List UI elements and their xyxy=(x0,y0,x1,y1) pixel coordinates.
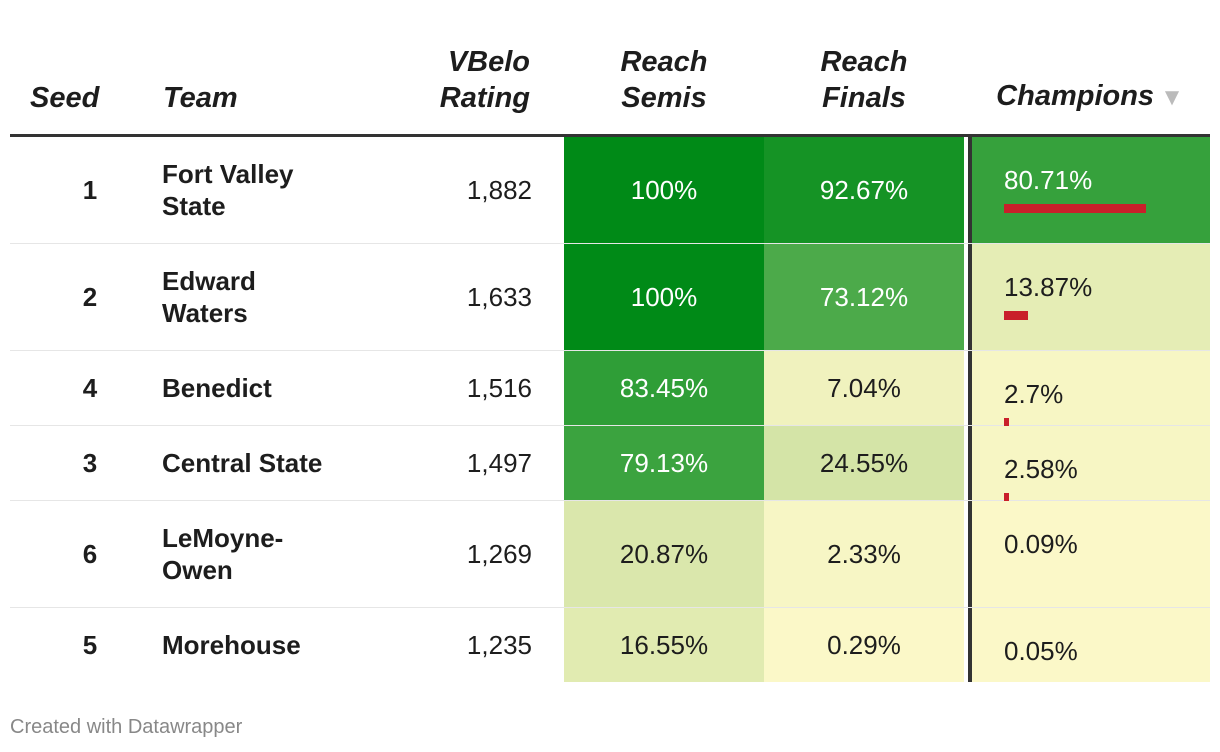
team-name-line2: Waters xyxy=(162,298,248,328)
header-champions[interactable]: Champions ▼ xyxy=(970,78,1210,116)
seed-cell: 2 xyxy=(82,281,98,312)
table-row: 3 Central State 1,497 79.13% 24.55% 2.58% xyxy=(10,426,1210,502)
team-name-line1: Benedict xyxy=(162,373,272,403)
sort-descending-icon[interactable]: ▼ xyxy=(1160,84,1184,111)
champions-value: 0.05% xyxy=(1004,636,1078,666)
reach-finals-cell: 92.67% xyxy=(764,137,964,243)
reach-finals-cell: 0.29% xyxy=(764,608,964,682)
champions-value: 0.09% xyxy=(1004,529,1078,559)
table-row: 2 Edward Waters 1,633 100% 73.12% 13.87% xyxy=(10,244,1210,351)
header-reach-finals[interactable]: Reach Finals xyxy=(764,44,964,116)
team-cell: Edward Waters xyxy=(162,244,382,350)
seed-cell: 6 xyxy=(82,538,98,569)
seed-cell: 5 xyxy=(82,629,98,660)
table-body: 1 Fort Valley State 1,882 100% 92.67% 80.71% 2 E… xyxy=(10,137,1210,682)
reach-semis-cell: 83.45% xyxy=(564,351,764,425)
team-cell: LeMoyne- Owen xyxy=(162,501,382,607)
champions-cell: 13.87% xyxy=(968,244,1210,350)
seed-cell: 4 xyxy=(82,372,98,403)
header-champions-label: Champions xyxy=(996,80,1155,112)
reach-finals-cell: 7.04% xyxy=(764,351,964,425)
team-name-line1: Morehouse xyxy=(162,630,301,660)
team-cell: Fort Valley State xyxy=(162,137,382,243)
team-name-line1: Fort Valley xyxy=(162,159,294,189)
header-rating-line2: Rating xyxy=(439,82,530,114)
champions-bar xyxy=(1004,493,1009,502)
champions-cell: 0.05% xyxy=(968,608,1210,682)
header-vbelo-rating[interactable]: VBelo Rating xyxy=(440,44,530,116)
champions-value: 13.87% xyxy=(1004,272,1093,302)
team-name-line2: Owen xyxy=(162,555,233,585)
team-cell: Central State xyxy=(162,426,382,500)
vbelo-rating-cell: 1,497 xyxy=(466,447,532,478)
probability-table: Seed Team VBelo Rating Reach Semis Reach… xyxy=(10,0,1210,682)
reach-semis-cell: 79.13% xyxy=(564,426,764,500)
team-name: LeMoyne- Owen xyxy=(162,522,283,586)
champions-value: 2.7% xyxy=(1004,379,1064,409)
champions-value: 80.71% xyxy=(1004,165,1093,195)
team-name: Fort Valley State xyxy=(162,158,294,222)
footer-credit: Created with Datawrapper xyxy=(10,716,243,738)
champions-bar xyxy=(1004,311,1028,320)
team-name-line1: Edward xyxy=(162,266,256,296)
reach-finals-cell: 24.55% xyxy=(764,426,964,500)
team-name-line1: LeMoyne- xyxy=(162,523,284,553)
champions-cell: 2.7% xyxy=(968,351,1210,427)
vbelo-rating-cell: 1,269 xyxy=(466,538,532,569)
header-rating-line1: VBelo xyxy=(447,46,530,78)
table-row: 4 Benedict 1,516 83.45% 7.04% 2.7% xyxy=(10,351,1210,427)
table-row: 6 LeMoyne- Owen 1,269 20.87% 2.33% 0.09% xyxy=(10,501,1210,608)
reach-semis-cell: 100% xyxy=(564,137,764,243)
champions-cell: 2.58% xyxy=(968,426,1210,502)
header-semis-line1: Reach xyxy=(620,46,708,78)
champions-value: 2.58% xyxy=(1004,454,1078,484)
reach-semis-cell: 16.55% xyxy=(564,608,764,682)
header-semis-line2: Semis xyxy=(621,82,707,114)
header-reach-semis[interactable]: Reach Semis xyxy=(564,44,764,116)
header-finals-line2: Finals xyxy=(822,82,906,114)
champions-bar xyxy=(1004,418,1009,427)
reach-semis-cell: 20.87% xyxy=(564,501,764,607)
team-name-line1: Central State xyxy=(162,448,323,478)
reach-semis-cell: 100% xyxy=(564,244,764,350)
table-row: 5 Morehouse 1,235 16.55% 0.29% 0.05% xyxy=(10,608,1210,682)
champions-cell: 0.09% xyxy=(968,501,1210,607)
seed-cell: 1 xyxy=(82,174,98,205)
team-name-line2: State xyxy=(162,191,226,221)
table-row: 1 Fort Valley State 1,882 100% 92.67% 80.71% xyxy=(10,137,1210,244)
reach-finals-cell: 2.33% xyxy=(764,501,964,607)
team-name: Morehouse xyxy=(162,629,301,661)
champions-bar xyxy=(1004,204,1146,213)
vbelo-rating-cell: 1,516 xyxy=(466,372,532,403)
seed-cell: 3 xyxy=(82,447,98,478)
vbelo-rating-cell: 1,882 xyxy=(466,174,532,205)
team-name: Benedict xyxy=(162,372,272,404)
team-name: Edward Waters xyxy=(162,265,256,329)
reach-finals-cell: 73.12% xyxy=(764,244,964,350)
team-cell: Morehouse xyxy=(162,608,382,682)
team-name: Central State xyxy=(162,447,322,479)
header-finals-line1: Reach xyxy=(820,46,908,78)
header-team[interactable]: Team xyxy=(163,82,238,114)
team-cell: Benedict xyxy=(162,351,382,425)
header-seed[interactable]: Seed xyxy=(30,82,100,114)
vbelo-rating-cell: 1,633 xyxy=(466,281,532,312)
table-header: Seed Team VBelo Rating Reach Semis Reach… xyxy=(10,0,1210,137)
champions-cell: 80.71% xyxy=(968,137,1210,243)
vbelo-rating-cell: 1,235 xyxy=(466,629,532,660)
